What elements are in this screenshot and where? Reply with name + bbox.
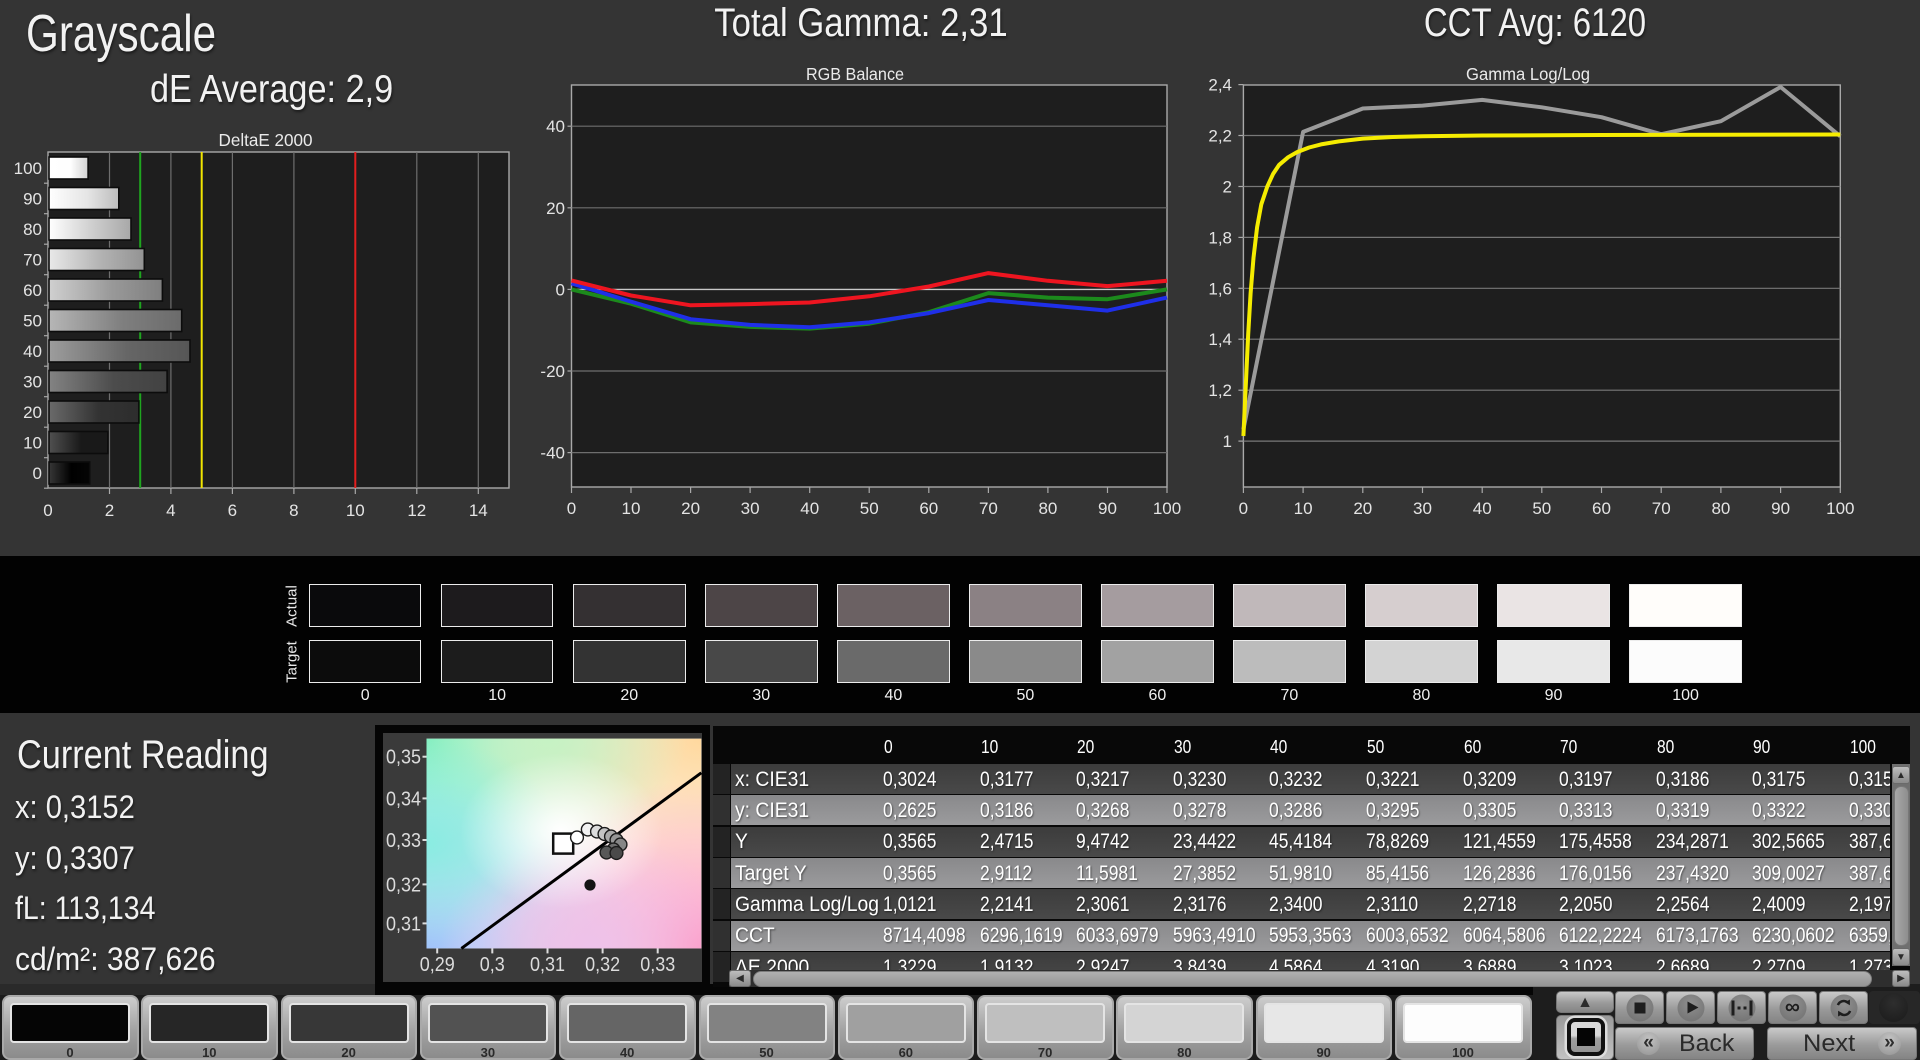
svg-text:30: 30 (741, 499, 760, 518)
svg-text:1,8: 1,8 (1208, 228, 1232, 247)
svg-text:0,29: 0,29 (420, 954, 455, 976)
svg-text:10: 10 (346, 501, 365, 520)
svg-text:0,3: 0,3 (480, 954, 505, 976)
svg-text:8: 8 (289, 501, 298, 520)
svg-text:70: 70 (979, 499, 998, 518)
svg-text:0: 0 (33, 464, 42, 483)
svg-text:0: 0 (1239, 499, 1248, 518)
svg-text:50: 50 (23, 312, 42, 331)
svg-text:0: 0 (556, 280, 565, 299)
svg-text:40: 40 (23, 342, 42, 361)
svg-text:30: 30 (23, 373, 42, 392)
svg-text:0: 0 (567, 499, 576, 518)
svg-text:90: 90 (23, 190, 42, 209)
svg-text:-40: -40 (540, 444, 565, 463)
svg-text:1: 1 (1223, 432, 1232, 451)
svg-text:20: 20 (546, 199, 565, 218)
svg-text:0,32: 0,32 (386, 875, 421, 897)
svg-text:70: 70 (23, 251, 42, 270)
svg-text:4: 4 (166, 501, 175, 520)
svg-text:2,4: 2,4 (1208, 76, 1232, 95)
svg-text:0,33: 0,33 (386, 830, 421, 852)
svg-text:80: 80 (1711, 499, 1730, 518)
svg-text:10: 10 (23, 434, 42, 453)
svg-text:2: 2 (1223, 178, 1232, 197)
svg-text:60: 60 (919, 499, 938, 518)
svg-text:0,31: 0,31 (386, 914, 421, 936)
svg-text:1,2: 1,2 (1208, 381, 1232, 400)
svg-text:20: 20 (23, 403, 42, 422)
svg-text:12: 12 (407, 501, 426, 520)
svg-text:70: 70 (1652, 499, 1671, 518)
svg-text:1,4: 1,4 (1208, 330, 1232, 349)
svg-text:20: 20 (1353, 499, 1372, 518)
svg-text:80: 80 (23, 220, 42, 239)
svg-text:1,6: 1,6 (1208, 279, 1232, 298)
svg-text:Gamma Log/Log: Gamma Log/Log (1466, 63, 1590, 84)
svg-text:DeltaE 2000: DeltaE 2000 (218, 130, 312, 151)
svg-text:30: 30 (1413, 499, 1432, 518)
svg-text:14: 14 (469, 501, 488, 520)
svg-text:0,31: 0,31 (530, 954, 565, 976)
svg-text:0,33: 0,33 (640, 954, 675, 976)
svg-text:90: 90 (1098, 499, 1117, 518)
svg-text:40: 40 (1473, 499, 1492, 518)
svg-text:2: 2 (105, 501, 114, 520)
svg-text:RGB Balance: RGB Balance (806, 64, 904, 84)
svg-text:100: 100 (1826, 499, 1854, 518)
svg-text:6: 6 (228, 501, 237, 520)
svg-text:0: 0 (43, 501, 52, 520)
svg-text:40: 40 (800, 499, 819, 518)
svg-text:50: 50 (860, 499, 879, 518)
svg-text:60: 60 (1592, 499, 1611, 518)
svg-text:10: 10 (1294, 499, 1313, 518)
svg-text:-20: -20 (540, 362, 565, 381)
svg-text:100: 100 (1153, 499, 1181, 518)
svg-text:20: 20 (681, 499, 700, 518)
svg-text:50: 50 (1532, 499, 1551, 518)
svg-text:0,35: 0,35 (386, 747, 421, 769)
svg-text:80: 80 (1038, 499, 1057, 518)
svg-text:0,34: 0,34 (386, 789, 421, 811)
svg-text:40: 40 (546, 117, 565, 136)
svg-text:0,32: 0,32 (585, 954, 620, 976)
svg-text:90: 90 (1771, 499, 1790, 518)
svg-text:10: 10 (622, 499, 641, 518)
svg-text:2,2: 2,2 (1208, 127, 1232, 146)
svg-text:60: 60 (23, 281, 42, 300)
svg-text:100: 100 (14, 159, 42, 178)
